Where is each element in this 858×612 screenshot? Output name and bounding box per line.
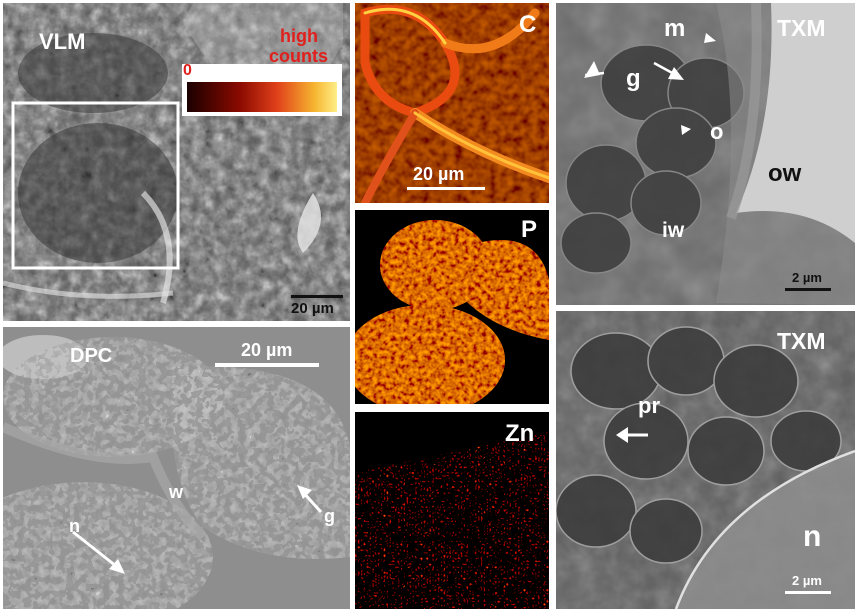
dpc-label: DPC <box>70 345 113 367</box>
colorbar-high-label: high <box>280 26 318 46</box>
txm-m-label: m <box>664 15 686 42</box>
dpc-w-label: w <box>169 482 184 502</box>
txm-g-label: g <box>626 65 641 92</box>
txm-arrowhead-pr <box>616 427 628 443</box>
txm-arrowhead-g-right <box>668 67 684 80</box>
txm-top-image <box>556 3 855 305</box>
txm-top-scale-label: 2 µm <box>792 270 822 285</box>
c-map-image <box>355 3 549 203</box>
txm-top-scale-bar <box>785 288 831 291</box>
txm-arrowhead-m <box>704 33 716 43</box>
dpc-arrowhead-g <box>297 485 312 499</box>
colorbar-low-label: 0 <box>183 62 192 79</box>
txm-arrowhead-o <box>681 125 691 135</box>
txm-bottom-image <box>556 311 855 609</box>
vlm-panel: VLM 0 high counts 20 µm <box>3 3 350 321</box>
dpc-g-label: g <box>324 506 335 526</box>
dpc-scale-label: 20 µm <box>241 340 293 360</box>
txm-arrowhead-g-left <box>584 61 600 78</box>
txm-bottom-scale-label: 2 µm <box>792 573 822 588</box>
dpc-arrow-n <box>72 530 122 572</box>
c-scale-label: 20 µm <box>413 164 465 184</box>
vlm-label: VLM <box>39 29 86 54</box>
dpc-arrowhead-n <box>109 559 125 574</box>
txm-o-label: o <box>710 119 724 144</box>
txm-bottom-label: TXM <box>777 328 826 354</box>
dpc-n-label: n <box>69 516 80 536</box>
zn-map-label: Zn <box>505 420 535 447</box>
txm-bottom-panel: TXM pr n 2 µm <box>556 311 855 609</box>
vlm-scale-bar <box>291 295 343 298</box>
txm-bottom-scale-bar <box>785 591 831 594</box>
txm-pr-label: pr <box>638 393 660 418</box>
vlm-image <box>3 3 350 321</box>
txm-iw-label: iw <box>662 219 685 242</box>
vlm-scale-label: 20 µm <box>291 300 334 317</box>
colorbar-counts-label: counts <box>269 46 329 66</box>
zn-map-image <box>355 412 549 609</box>
p-map-label: P <box>521 216 538 243</box>
c-map-label: C <box>519 11 537 38</box>
dpc-panel: DPC 20 µm w n g <box>3 327 350 609</box>
c-map-panel: C 20 µm <box>355 3 549 203</box>
p-map-image <box>355 210 549 404</box>
dpc-scale-bar <box>215 363 319 367</box>
region-box <box>11 101 180 270</box>
colorbar <box>187 82 337 112</box>
txm-top-label: TXM <box>777 15 826 41</box>
txm-ow-label: ow <box>768 160 802 187</box>
c-scale-bar <box>407 187 485 190</box>
txm-n-label: n <box>803 520 822 553</box>
txm-top-panel: TXM m g o ow iw 2 µm <box>556 3 855 305</box>
dpc-image <box>3 327 350 609</box>
p-map-panel: P <box>355 210 549 404</box>
zn-map-panel: Zn <box>355 412 549 609</box>
